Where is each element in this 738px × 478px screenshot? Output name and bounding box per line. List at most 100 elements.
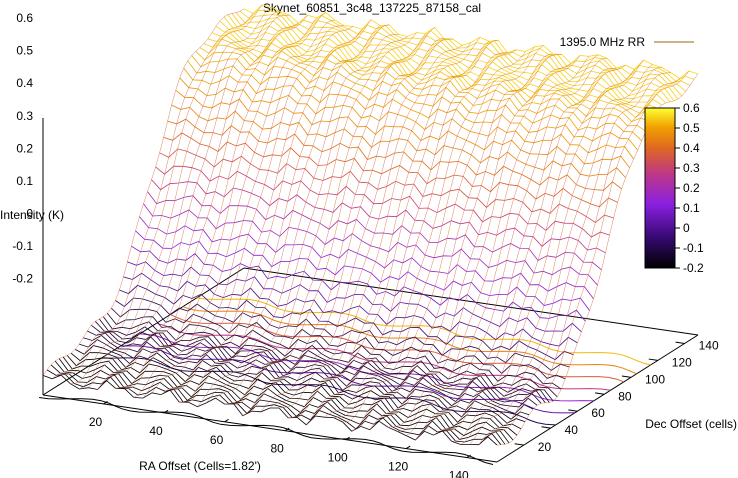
ra-ticks: 20 40 60 80 100 120 140 [89, 400, 472, 478]
surface-column [188, 24, 390, 403]
colorbar-tick-label: 0.3 [683, 161, 700, 175]
surface-column [360, 54, 562, 427]
surface-column [406, 58, 608, 436]
intensity-ticks: -0.2 -0.1 0 0.1 0.2 0.3 0.4 0.5 0.6 [12, 11, 33, 286]
dec-tick-mark [514, 443, 524, 446]
surface-column [251, 38, 453, 412]
surface-column [451, 64, 653, 442]
contour-line [156, 322, 611, 391]
colorbar-tick-label: -0.2 [683, 261, 704, 275]
surface-column [197, 34, 399, 407]
surface-column [460, 67, 662, 445]
surface-row [87, 330, 542, 404]
ra-axis-line [42, 394, 498, 463]
surface-column [415, 67, 617, 441]
surface-column [115, 17, 317, 389]
colorbar [644, 107, 676, 269]
ra-tick-label: 20 [89, 415, 103, 429]
chart-title: Skynet_60851_3c48_137225_87158_cal [263, 1, 481, 15]
dec-tick-label: 60 [591, 406, 605, 420]
surface-column [433, 69, 635, 436]
dec-ticks: 20 40 60 80 100 120 140 [514, 338, 719, 454]
back-right-edge [243, 267, 699, 336]
colorbar-tick-label: 0.2 [683, 181, 700, 195]
surface-column [70, 7, 272, 384]
surface-column [351, 53, 553, 432]
ra-tick-mark [284, 427, 290, 432]
dec-tick-mark [675, 341, 685, 344]
surface-column [97, 22, 299, 390]
surface-column [51, 13, 254, 379]
colorbar-tick-label: 0.5 [683, 121, 700, 135]
intensity-tick-label: 0.2 [16, 141, 33, 155]
dec-tick-mark [541, 426, 551, 429]
dec-tick-label: 100 [645, 372, 665, 386]
surface-column [369, 63, 572, 430]
dec-tick-label: 120 [672, 355, 692, 369]
ra-tick-mark [405, 445, 411, 450]
colorbar-tick-label: 0.1 [683, 201, 700, 215]
surface-row [171, 104, 626, 178]
legend-label: 1395.0 MHz RR [560, 35, 646, 49]
surface-column [160, 28, 363, 395]
ra-tick-mark [103, 400, 108, 405]
surface-column [306, 52, 508, 425]
surface-row [179, 77, 635, 160]
x-axis-label: RA Offset (Cells=1.82') [139, 459, 261, 473]
surface-column [206, 36, 408, 404]
surface-column [242, 38, 444, 416]
ra-tick-mark [224, 418, 229, 423]
ra-tick-label: 100 [328, 451, 348, 465]
surface-column [151, 26, 354, 393]
ra-tick-label: 140 [449, 469, 469, 478]
surface-column [478, 78, 680, 445]
ra-tick-label: 80 [270, 442, 284, 456]
colorbar-tick-label: 0.6 [683, 101, 700, 115]
surface-column [179, 25, 381, 403]
surface-column [315, 49, 517, 417]
colorbar-tick-label: 0 [683, 221, 690, 235]
dec-axis-line [496, 334, 699, 463]
surface-column [324, 51, 526, 418]
surface-column [233, 27, 435, 405]
intensity-tick-label: 0.3 [16, 109, 33, 123]
intensity-tick-label: 0.5 [16, 44, 33, 58]
surface-column [260, 45, 463, 412]
ra-tick-mark [466, 454, 472, 458]
surface-row [167, 118, 622, 191]
contour-line [120, 345, 575, 414]
contour-line [196, 297, 651, 366]
surface-row [235, 12, 691, 86]
colorbar-tick-label: 0.4 [683, 141, 700, 155]
surface-column [442, 59, 644, 432]
surface-column [224, 33, 426, 405]
surface-column [42, 8, 245, 376]
ra-tick-label: 120 [388, 460, 408, 474]
base-plane [42, 118, 699, 463]
surface-column [496, 73, 699, 446]
intensity-tick-label: -0.2 [12, 272, 33, 286]
intensity-tick-label: 0.1 [16, 174, 33, 188]
ra-tick-mark [163, 409, 169, 414]
surface-column [279, 37, 481, 409]
dec-tick-label: 20 [538, 440, 552, 454]
intensity-tick-label: -0.1 [12, 239, 33, 253]
surface-column [469, 72, 671, 445]
intensity-tick-label: 0.4 [16, 76, 33, 90]
surface-column [215, 32, 417, 399]
surface-column [487, 70, 690, 437]
surface-column [170, 19, 372, 391]
ra-tick-label: 40 [149, 424, 163, 438]
surface-column [142, 25, 344, 399]
dec-tick-label: 140 [699, 338, 719, 352]
dec-tick-label: 40 [565, 423, 579, 437]
colorbar-ticks: -0.2 -0.1 0 0.1 0.2 0.3 0.4 0.5 0.6 [675, 101, 704, 275]
surface-row [183, 67, 639, 151]
surface-column [333, 46, 535, 418]
intensity-tick-label: 0 [26, 207, 33, 221]
surface-row [155, 165, 610, 238]
surface-column [387, 56, 590, 428]
surface-column [61, 4, 263, 376]
surface-column [297, 39, 499, 418]
